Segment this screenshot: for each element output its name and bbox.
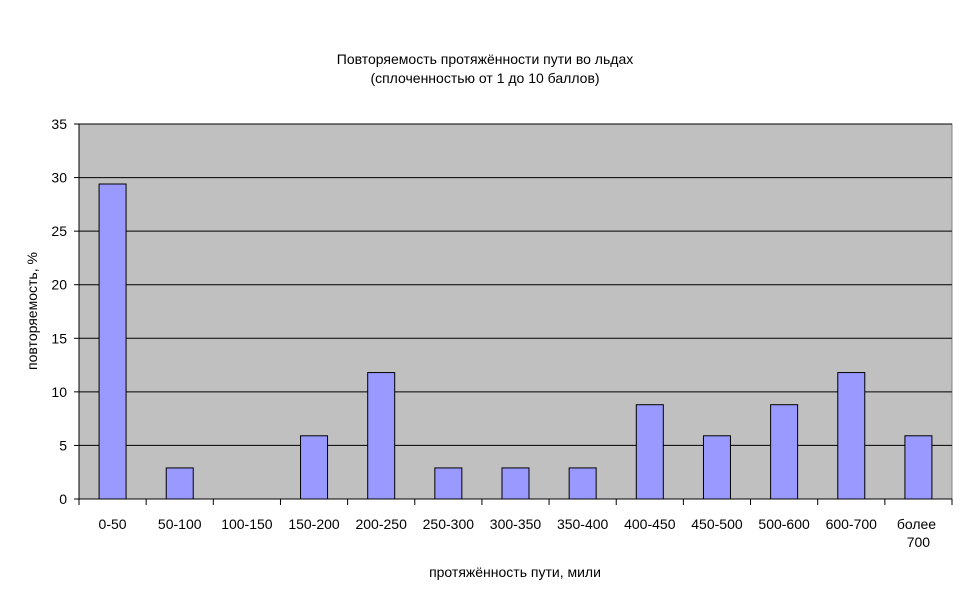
x-tick-label: 350-400 — [557, 516, 609, 532]
x-tick-label: 450-500 — [691, 516, 743, 532]
y-tick-label: 5 — [59, 437, 67, 453]
x-tick-label: 600-700 — [826, 516, 878, 532]
bar — [98, 183, 127, 500]
bar — [635, 404, 664, 500]
y-axis-label: повторяемость, % — [24, 252, 40, 370]
x-tick-label: 250-300 — [423, 516, 475, 532]
chart-title: Повторяемость протяжённости пути во льда… — [337, 51, 633, 67]
x-axis-label: протяжённость пути, мили — [429, 564, 601, 580]
bar — [300, 435, 329, 500]
x-tick-label: 200-250 — [355, 516, 407, 532]
x-tick-label: 150-200 — [288, 516, 340, 532]
y-tick-label: 20 — [51, 277, 67, 293]
x-tick-label: более 700 — [897, 516, 940, 550]
y-tick-label: 25 — [51, 223, 67, 239]
x-tick-label: 300-350 — [490, 516, 542, 532]
y-tick-label: 35 — [51, 116, 67, 132]
x-tick-label: 100-150 — [221, 516, 273, 532]
y-tick-label: 15 — [51, 330, 67, 346]
x-tick-label: 400-450 — [624, 516, 676, 532]
bar — [367, 372, 396, 500]
bar — [501, 467, 530, 500]
bar — [770, 404, 799, 500]
y-tick-label: 0 — [59, 491, 67, 507]
y-tick-label: 30 — [51, 170, 67, 186]
plot-area — [78, 123, 953, 500]
bar — [702, 435, 731, 500]
y-tick-label: 10 — [51, 384, 67, 400]
bar — [568, 467, 597, 500]
bar — [434, 467, 463, 500]
chart-subtitle: (сплоченностью от 1 до 10 баллов) — [370, 70, 599, 86]
x-tick-label: 500-600 — [758, 516, 810, 532]
x-tick-label: 0-50 — [99, 516, 127, 532]
bar — [904, 435, 933, 500]
bar — [837, 372, 866, 500]
x-tick-label: 50-100 — [158, 516, 202, 532]
bar — [165, 467, 194, 500]
